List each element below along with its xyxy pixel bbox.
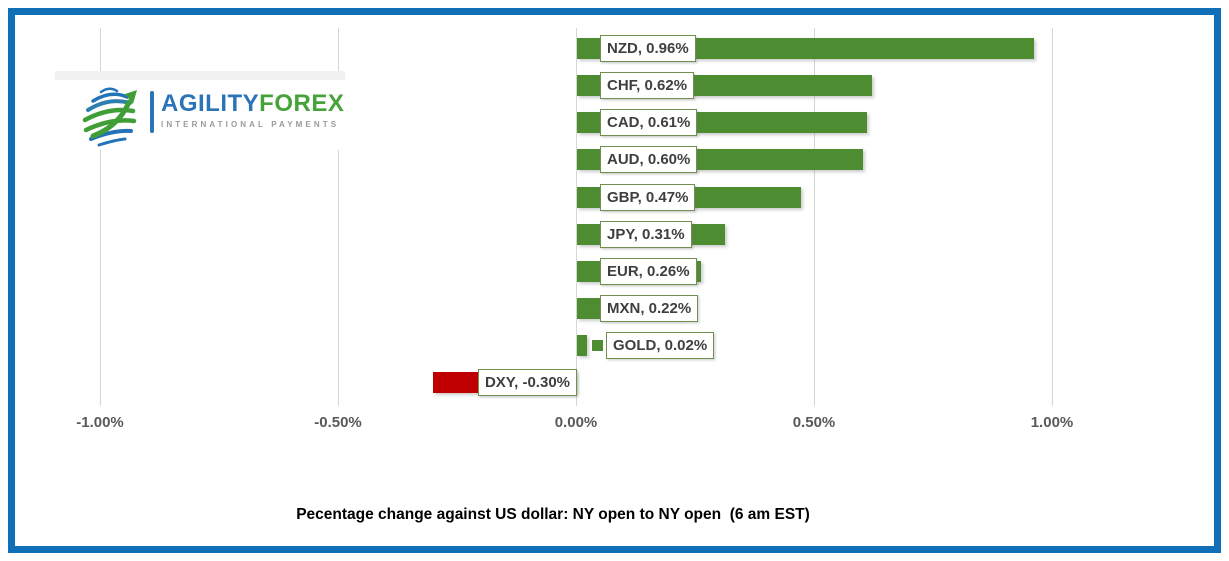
x-tick-label-0.00%: 0.00% — [554, 414, 598, 431]
bar-label-gbp: GBP, 0.47% — [600, 184, 696, 211]
bar-label-chf: CHF, 0.62% — [600, 72, 695, 99]
x-tick-label-0.50%: 0.50% — [792, 414, 836, 431]
x-tick-label--0.50%: -0.50% — [314, 414, 362, 431]
brand-logo: AGILITYFOREX INTERNATIONAL PAYMENTS — [55, 80, 345, 150]
chart-title: Pecentage change against US dollar: NY o… — [296, 506, 810, 523]
bar-label-eur: EUR, 0.26% — [600, 258, 697, 285]
bar-label-nzd: NZD, 0.96% — [600, 35, 696, 62]
brand-name-secondary: FOREX — [259, 90, 345, 117]
globe-arrow-icon — [82, 87, 137, 147]
x-tick-label-1.00%: 1.00% — [1030, 414, 1074, 431]
brand-text: AGILITYFOREX INTERNATIONAL PAYMENTS — [161, 92, 344, 130]
gridline--0.50% — [338, 28, 339, 406]
gridline-1.00% — [1052, 28, 1053, 406]
gridline-0.50% — [814, 28, 815, 406]
gridline--1.00% — [100, 28, 101, 406]
gridline-0.00% — [576, 28, 577, 406]
bar-gold — [577, 335, 587, 356]
bar-label-dxy: DXY, -0.30% — [477, 369, 577, 396]
brand-name: AGILITYFOREX — [161, 92, 344, 116]
logo-top-strip — [55, 71, 345, 80]
marker-gold — [592, 340, 603, 351]
bar-label-jpy: JPY, 0.31% — [600, 221, 692, 248]
x-tick-label--1.00%: -1.00% — [76, 414, 124, 431]
bar-label-gold: GOLD, 0.02% — [606, 332, 715, 359]
chart-border-frame — [8, 8, 1221, 553]
brand-name-primary: AGILITY — [161, 90, 260, 117]
logo-separator — [150, 91, 154, 133]
bar-label-mxn: MXN, 0.22% — [600, 295, 699, 322]
brand-tagline: INTERNATIONAL PAYMENTS — [161, 120, 340, 129]
bar-label-cad: CAD, 0.61% — [600, 109, 698, 136]
bar-label-aud: AUD, 0.60% — [600, 146, 698, 173]
